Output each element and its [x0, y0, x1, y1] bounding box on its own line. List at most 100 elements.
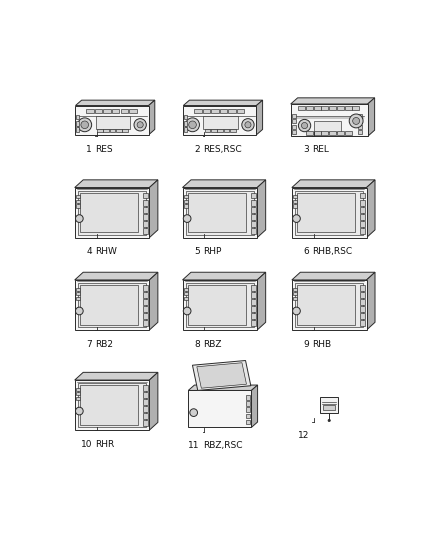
Circle shape [190, 409, 198, 416]
Polygon shape [321, 131, 328, 135]
Polygon shape [246, 414, 250, 418]
Polygon shape [246, 395, 250, 400]
Polygon shape [143, 399, 148, 405]
Circle shape [81, 121, 88, 128]
Polygon shape [230, 128, 236, 133]
Circle shape [293, 215, 300, 222]
Circle shape [78, 118, 92, 132]
Polygon shape [76, 397, 80, 400]
Polygon shape [251, 385, 258, 427]
Polygon shape [75, 106, 148, 135]
Polygon shape [251, 306, 256, 312]
Text: 8: 8 [194, 340, 200, 349]
Text: 10: 10 [81, 440, 92, 449]
Polygon shape [320, 398, 339, 413]
Polygon shape [257, 180, 266, 238]
Polygon shape [292, 119, 296, 123]
Polygon shape [360, 285, 365, 291]
Polygon shape [251, 221, 256, 227]
Text: RES: RES [95, 145, 113, 154]
Polygon shape [86, 109, 94, 113]
Polygon shape [75, 180, 158, 188]
Polygon shape [112, 109, 120, 113]
Polygon shape [143, 406, 148, 412]
Circle shape [189, 121, 196, 128]
Circle shape [242, 119, 254, 131]
Text: 3: 3 [304, 145, 309, 154]
Polygon shape [78, 383, 146, 427]
Circle shape [75, 307, 83, 315]
Polygon shape [360, 207, 365, 213]
Polygon shape [184, 288, 188, 290]
Polygon shape [75, 188, 149, 238]
Polygon shape [329, 131, 336, 135]
Circle shape [134, 119, 146, 131]
Polygon shape [360, 192, 365, 198]
Polygon shape [251, 285, 256, 291]
Polygon shape [314, 106, 321, 110]
Polygon shape [75, 100, 155, 106]
Circle shape [137, 122, 143, 128]
Text: 2: 2 [194, 145, 200, 154]
Polygon shape [293, 195, 297, 198]
Polygon shape [103, 109, 111, 113]
Polygon shape [203, 109, 210, 113]
Polygon shape [321, 106, 328, 110]
Circle shape [353, 117, 360, 124]
Text: RHW: RHW [95, 247, 117, 256]
Text: 7: 7 [86, 340, 92, 349]
Polygon shape [360, 292, 365, 298]
Polygon shape [192, 360, 251, 391]
Circle shape [349, 114, 363, 128]
Polygon shape [186, 191, 254, 235]
Polygon shape [251, 192, 256, 198]
Text: RB2: RB2 [95, 340, 113, 349]
Circle shape [183, 215, 191, 222]
Polygon shape [297, 285, 355, 325]
Polygon shape [76, 115, 79, 119]
Polygon shape [149, 180, 158, 238]
Polygon shape [122, 128, 128, 133]
Polygon shape [360, 214, 365, 220]
Circle shape [298, 119, 311, 132]
Polygon shape [78, 283, 146, 327]
Text: 12: 12 [298, 431, 309, 440]
Polygon shape [292, 272, 375, 280]
Text: 5: 5 [194, 247, 200, 256]
Polygon shape [149, 272, 158, 330]
Polygon shape [295, 283, 364, 327]
Polygon shape [323, 406, 336, 410]
Polygon shape [80, 385, 138, 425]
Polygon shape [293, 292, 297, 295]
Polygon shape [78, 191, 146, 235]
Polygon shape [291, 98, 374, 104]
Polygon shape [184, 195, 188, 198]
Polygon shape [293, 205, 297, 207]
Text: 1: 1 [86, 145, 92, 154]
Polygon shape [184, 297, 188, 300]
Polygon shape [184, 115, 187, 119]
Polygon shape [197, 363, 247, 388]
Text: 4: 4 [86, 247, 92, 256]
Polygon shape [292, 180, 375, 188]
Polygon shape [76, 195, 80, 198]
Polygon shape [360, 306, 365, 312]
Polygon shape [251, 207, 256, 213]
Polygon shape [143, 192, 148, 198]
Text: 6: 6 [304, 247, 309, 256]
Polygon shape [186, 283, 254, 327]
Polygon shape [76, 127, 79, 132]
Polygon shape [75, 380, 149, 430]
Polygon shape [80, 285, 138, 325]
Polygon shape [183, 106, 256, 135]
Polygon shape [237, 109, 244, 113]
Polygon shape [211, 128, 217, 133]
Polygon shape [184, 205, 188, 207]
Polygon shape [293, 288, 297, 290]
Polygon shape [183, 180, 266, 188]
Polygon shape [246, 401, 250, 406]
Polygon shape [358, 130, 362, 134]
Polygon shape [188, 391, 251, 427]
Polygon shape [184, 200, 188, 203]
Polygon shape [292, 125, 296, 128]
